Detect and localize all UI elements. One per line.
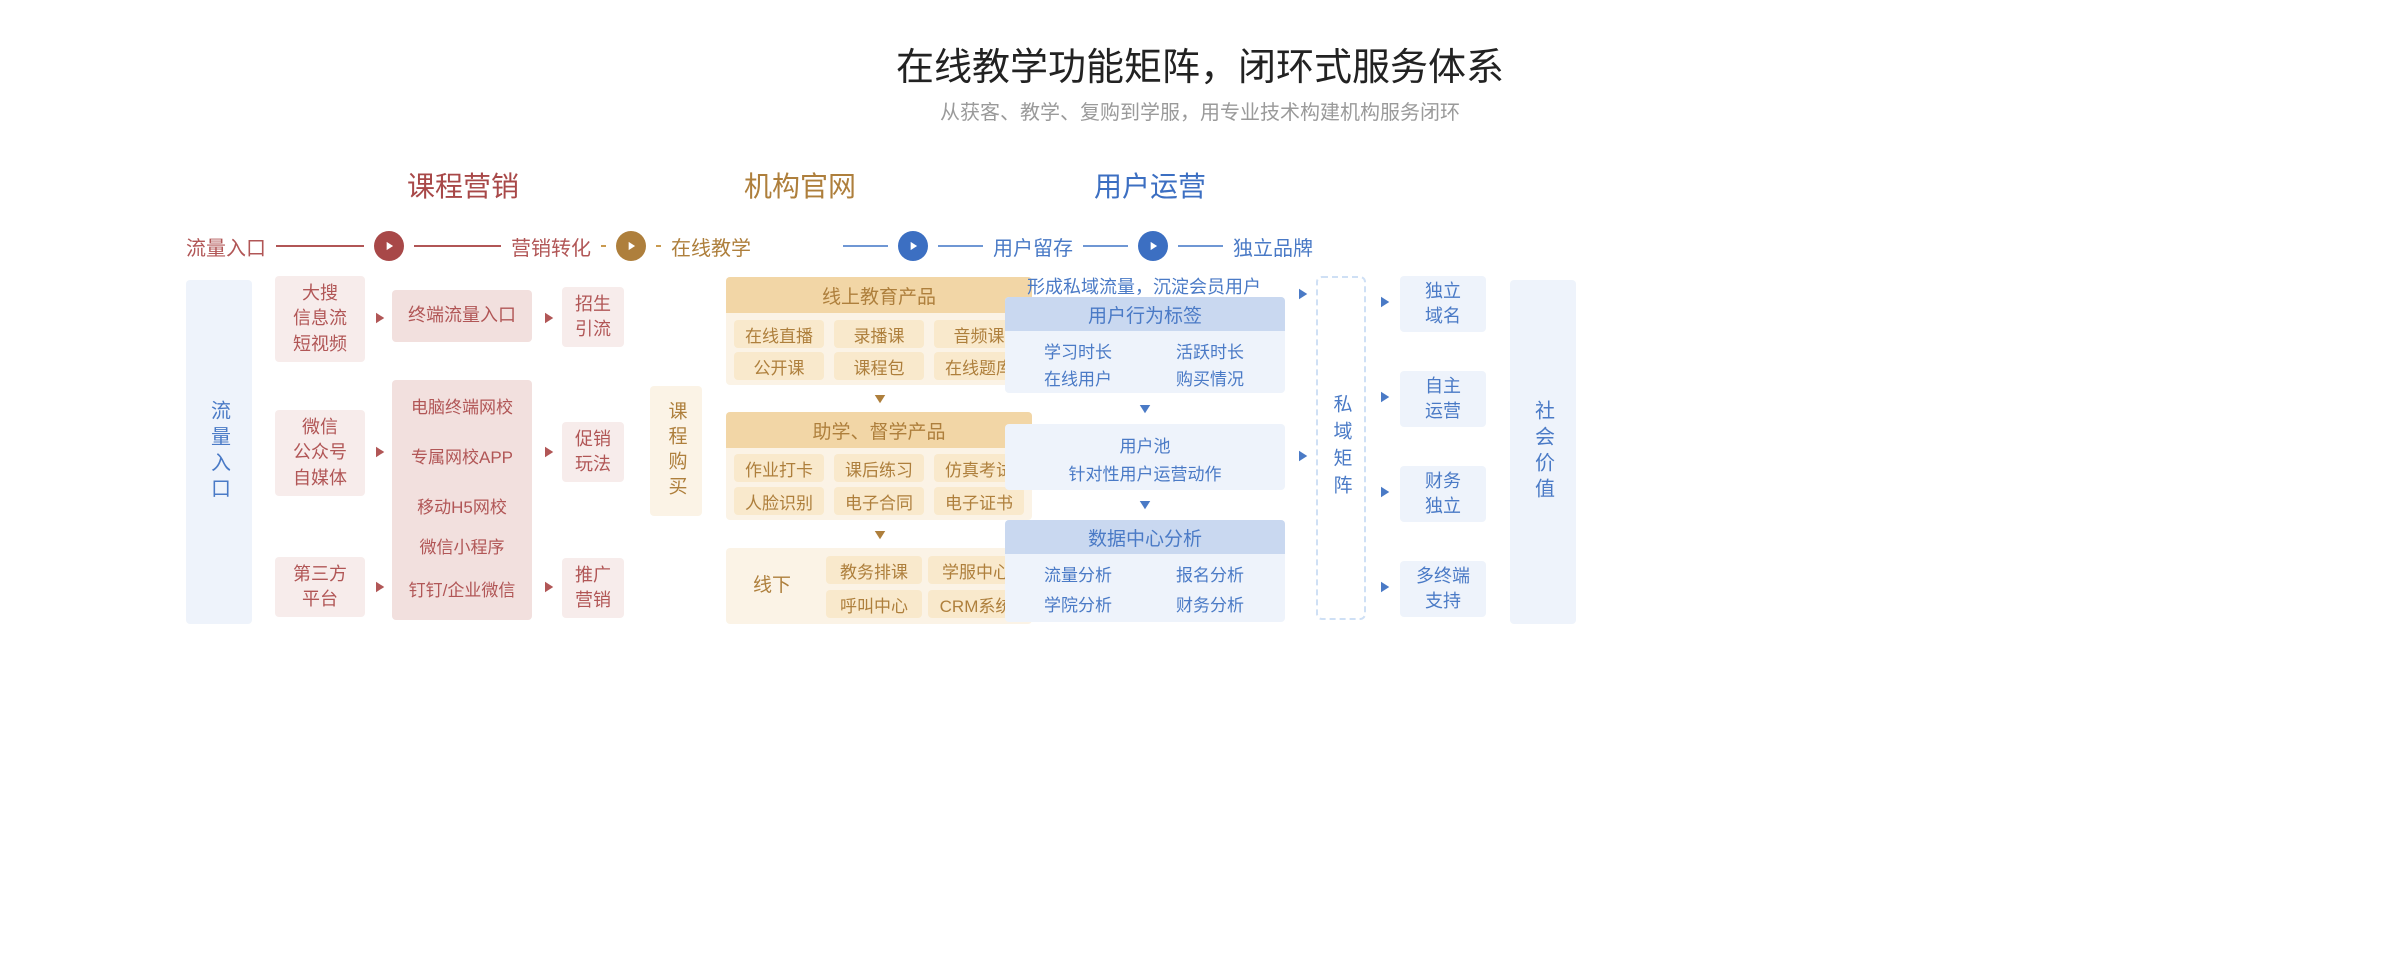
blue-header: 用户行为标签 bbox=[1005, 297, 1285, 331]
stage-5: 独立品牌 bbox=[1233, 232, 1313, 261]
arrow-icon bbox=[536, 440, 560, 464]
blue-box: 财务 独立 bbox=[1400, 466, 1486, 522]
arrow-icon bbox=[374, 231, 404, 261]
arrow-icon bbox=[1372, 290, 1396, 314]
red-item: 钉钉/企业微信 bbox=[392, 576, 532, 601]
blue-item: 用户池 bbox=[1005, 432, 1285, 457]
blue-box: 多终端 支持 bbox=[1400, 561, 1486, 617]
vbar-purchase: 课程购买 bbox=[650, 386, 702, 516]
orange-chip: 呼叫中心 bbox=[826, 590, 922, 618]
orange-chip: 作业打卡 bbox=[734, 454, 824, 482]
orange-header: 线上教育产品 bbox=[726, 277, 1032, 313]
blue-box: 自主 运营 bbox=[1400, 371, 1486, 427]
blue-item: 报名分析 bbox=[1150, 561, 1270, 586]
vbar-social: 社会价值 bbox=[1510, 280, 1576, 624]
blue-header: 数据中心分析 bbox=[1005, 520, 1285, 554]
arrow-icon bbox=[367, 575, 391, 599]
red-box: 第三方 平台 bbox=[275, 557, 365, 617]
stage-3: 在线教学 bbox=[671, 232, 751, 261]
orange-chip: 在线直播 bbox=[734, 320, 824, 348]
red-box: 终端流量入口 bbox=[392, 290, 532, 342]
blue-item: 针对性用户运营动作 bbox=[1005, 460, 1285, 485]
orange-chip: 人脸识别 bbox=[734, 487, 824, 515]
col-header-b: 机构官网 bbox=[700, 165, 900, 205]
blue-item: 购买情况 bbox=[1150, 365, 1270, 390]
vbar-traffic: 流量入口 bbox=[186, 280, 252, 624]
blue-item: 财务分析 bbox=[1150, 591, 1270, 616]
red-item: 专属网校APP bbox=[392, 443, 532, 468]
page-title: 在线教学功能矩阵，闭环式服务体系 bbox=[896, 36, 1504, 91]
blue-item: 学院分析 bbox=[1018, 591, 1138, 616]
red-item: 电脑终端网校 bbox=[392, 393, 532, 418]
col-header-a: 课程营销 bbox=[363, 165, 563, 205]
red-box: 微信 公众号 自媒体 bbox=[275, 410, 365, 496]
blue-item: 活跃时长 bbox=[1150, 338, 1270, 363]
col-header-c: 用户运营 bbox=[1050, 165, 1250, 205]
red-box: 招生 引流 bbox=[562, 287, 624, 347]
orange-chip: 课后练习 bbox=[834, 454, 924, 482]
arrow-icon bbox=[1290, 444, 1314, 468]
stage-1: 流量入口 bbox=[186, 232, 266, 261]
red-box: 大搜 信息流 短视频 bbox=[275, 276, 365, 362]
arrow-icon bbox=[1138, 231, 1168, 261]
arrow-down-icon bbox=[1135, 494, 1155, 514]
orange-chip: 课程包 bbox=[834, 352, 924, 380]
orange-chip: 公开课 bbox=[734, 352, 824, 380]
blue-box: 独立 域名 bbox=[1400, 276, 1486, 332]
arrow-icon bbox=[1372, 480, 1396, 504]
arrow-icon bbox=[1290, 282, 1314, 306]
orange-chip: 录播课 bbox=[834, 320, 924, 348]
arrow-icon bbox=[1372, 575, 1396, 599]
arrow-icon bbox=[1372, 385, 1396, 409]
blue-item: 流量分析 bbox=[1018, 561, 1138, 586]
arrow-icon bbox=[536, 306, 560, 330]
arrow-down-icon bbox=[1135, 398, 1155, 418]
vbar-private: 私域矩阵 bbox=[1316, 276, 1366, 620]
orange-chip: 电子证书 bbox=[934, 487, 1024, 515]
orange-chip: 教务排课 bbox=[826, 556, 922, 584]
orange-side-label: 线下 bbox=[726, 548, 818, 624]
red-item: 移动H5网校 bbox=[392, 493, 532, 518]
arrow-icon bbox=[367, 440, 391, 464]
arrow-icon bbox=[367, 306, 391, 330]
arrow-icon bbox=[616, 231, 646, 261]
red-box: 促销 玩法 bbox=[562, 422, 624, 482]
page-subtitle: 从获客、教学、复购到学服，用专业技术构建机构服务闭环 bbox=[940, 96, 1460, 125]
arrow-down-icon bbox=[870, 524, 890, 544]
red-box: 推广 营销 bbox=[562, 558, 624, 618]
blue-item: 学习时长 bbox=[1018, 338, 1138, 363]
orange-header: 助学、督学产品 bbox=[726, 412, 1032, 448]
arrow-down-icon bbox=[870, 388, 890, 408]
arrow-icon bbox=[536, 575, 560, 599]
blue-item: 在线用户 bbox=[1018, 365, 1138, 390]
red-item: 微信小程序 bbox=[392, 533, 532, 558]
stage-2: 营销转化 bbox=[511, 232, 591, 261]
arrow-icon bbox=[898, 231, 928, 261]
stage-4: 用户留存 bbox=[993, 232, 1073, 261]
blue-note: 形成私域流量，沉淀会员用户 bbox=[1004, 273, 1284, 299]
orange-chip: 电子合同 bbox=[834, 487, 924, 515]
